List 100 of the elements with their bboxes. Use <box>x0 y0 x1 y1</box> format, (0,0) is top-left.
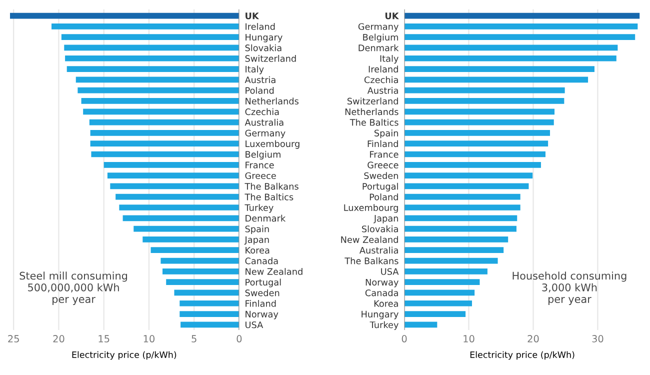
y-tick-label: France <box>246 162 274 168</box>
bar <box>81 98 240 104</box>
y-tick-label: Canada <box>245 257 278 264</box>
x-tick-label: 0 <box>236 335 242 342</box>
y-tick-label: Switzerland <box>245 54 296 62</box>
y-tick-label: Turkey <box>370 321 398 330</box>
x-tick-label: 10 <box>464 335 474 342</box>
y-tick-label: Korea <box>374 300 398 307</box>
bar <box>180 300 240 306</box>
bar <box>404 236 508 242</box>
bar <box>404 130 550 136</box>
bar <box>174 290 240 296</box>
bar <box>404 322 438 328</box>
y-tick-label: Slovakia <box>245 44 282 52</box>
y-tick-label: Austria <box>244 76 276 84</box>
bar <box>110 183 240 190</box>
bar <box>404 44 618 51</box>
bar <box>134 226 240 232</box>
bar <box>66 66 240 72</box>
y-tick-label: UK <box>385 12 400 20</box>
x-tick-label: 10 <box>144 335 155 342</box>
y-tick-label: Sweden <box>364 172 398 180</box>
bar <box>116 194 240 200</box>
y-tick-label: Finland <box>368 140 398 148</box>
bar <box>404 119 554 126</box>
bar <box>83 108 240 115</box>
bar <box>404 108 555 115</box>
y-tick-label: Australia <box>244 118 284 126</box>
bar <box>10 12 240 19</box>
x-tick-label: 30 <box>592 335 604 342</box>
y-tick-label: Greece <box>245 172 276 180</box>
y-tick-label: France <box>370 151 398 158</box>
bar <box>90 140 240 147</box>
y-tick-label: Netherlands <box>345 108 398 116</box>
y-tick-label: Luxembourg <box>344 204 398 213</box>
bar <box>180 311 240 317</box>
bar <box>90 130 240 136</box>
x-tick-label: 5 <box>192 335 196 342</box>
bar <box>404 76 588 83</box>
bar <box>404 258 498 264</box>
bar <box>404 140 548 147</box>
bar <box>404 34 636 40</box>
bar <box>180 322 240 328</box>
x-axis-title: Electricity price (p/kWh) <box>72 351 176 360</box>
y-tick-label: Slovakia <box>362 225 398 232</box>
y-tick-label: Korea <box>246 247 270 254</box>
y-tick-label: Hungary <box>362 310 398 320</box>
bar <box>65 55 240 62</box>
annotation: Steel mill consuming 500,000,000 kWh per year <box>20 272 128 306</box>
x-tick-label: 20 <box>53 335 64 342</box>
bar <box>76 76 240 83</box>
bar <box>89 119 240 126</box>
y-tick-label: Turkey <box>244 204 274 213</box>
bar <box>404 204 520 210</box>
y-tick-label: Greece <box>368 162 398 168</box>
y-tick-label: Spain <box>245 225 269 234</box>
y-tick-label: The Balkans <box>244 182 298 190</box>
y-tick-label: Poland <box>246 86 274 94</box>
y-tick-label: Denmark <box>246 214 286 222</box>
y-tick-label: Hungary <box>246 34 282 42</box>
y-tick-label: Finland <box>246 300 276 307</box>
y-tick-label: Austria <box>367 86 398 94</box>
bar <box>119 204 240 210</box>
y-tick-label: Switzerland <box>347 98 398 104</box>
bar <box>64 44 240 51</box>
y-tick-label: Italy <box>380 54 398 64</box>
y-tick-label: Luxembourg <box>246 140 300 149</box>
y-tick-label: Canada <box>365 289 398 296</box>
bar <box>404 226 516 232</box>
bar <box>142 236 240 242</box>
bar <box>404 194 520 200</box>
y-tick-label: New Zealand <box>246 268 302 275</box>
y-tick-label: Australia <box>359 246 398 254</box>
bar <box>404 23 638 30</box>
y-tick-label: The Baltics <box>244 193 294 200</box>
bar <box>404 279 480 285</box>
x-tick-label: 15 <box>98 335 110 342</box>
bar <box>404 87 565 94</box>
y-tick-label: Netherlands <box>246 98 299 104</box>
x-tick-label: 20 <box>528 335 539 342</box>
bar <box>122 215 240 222</box>
y-tick-label: Czechia <box>245 108 279 116</box>
y-tick-label: New Zealand <box>341 236 398 243</box>
y-tick-label: Sweden <box>245 289 280 296</box>
y-tick-label: Ireland <box>246 23 275 30</box>
y-tick-label: USA <box>246 321 264 328</box>
bar <box>404 290 475 296</box>
bar <box>404 311 466 317</box>
y-tick-label: Belgium <box>363 34 398 42</box>
y-tick-label: Germany <box>358 23 398 32</box>
bar <box>404 12 640 19</box>
y-tick-label: Norway <box>366 278 398 288</box>
y-tick-label: Norway <box>246 310 278 320</box>
bar <box>404 247 504 254</box>
y-tick-label: Czechia <box>364 76 398 84</box>
bar <box>166 279 240 285</box>
y-tick-label: Japan <box>373 215 398 224</box>
y-tick-label: UK <box>246 12 260 20</box>
bar <box>61 34 240 40</box>
bar <box>150 247 240 254</box>
